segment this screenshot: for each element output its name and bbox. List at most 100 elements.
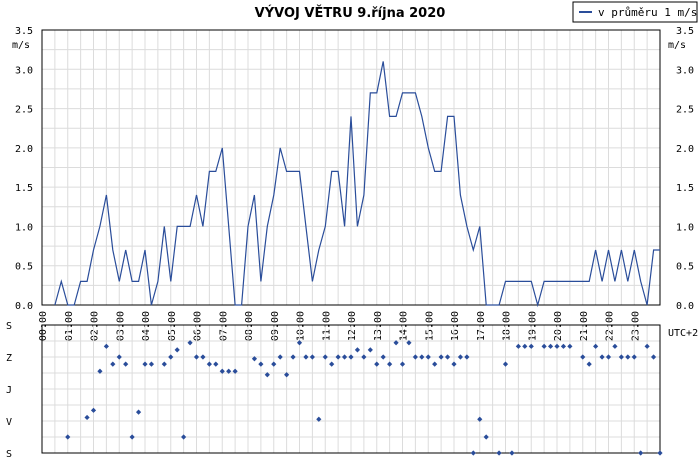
- direction-y-tick: S: [6, 321, 12, 332]
- direction-point: [554, 343, 560, 349]
- direction-point: [593, 343, 599, 349]
- direction-point: [284, 372, 290, 378]
- direction-point: [84, 414, 90, 421]
- speed-x-tick: 19:00: [527, 311, 538, 341]
- direction-point: [560, 343, 567, 349]
- speed-x-tick: 23:00: [630, 311, 641, 341]
- direction-point: [258, 361, 264, 367]
- direction-point: [464, 354, 470, 360]
- direction-point: [367, 347, 373, 353]
- direction-point: [65, 434, 71, 440]
- direction-point: [251, 356, 258, 362]
- speed-x-tick: 20:00: [553, 311, 564, 341]
- direction-point: [419, 354, 425, 360]
- direction-point: [387, 361, 393, 367]
- direction-point: [547, 343, 554, 349]
- direction-point: [483, 434, 489, 440]
- direction-point: [580, 354, 586, 360]
- direction-point: [406, 340, 412, 346]
- speed-x-tick: 13:00: [373, 311, 384, 341]
- speed-y-tick-left: 0.5: [15, 262, 33, 273]
- direction-point: [103, 343, 109, 349]
- direction-point: [226, 368, 232, 374]
- speed-x-tick: 12:00: [347, 311, 358, 341]
- speed-x-tick: 15:00: [424, 311, 435, 341]
- direction-point: [277, 354, 283, 360]
- direction-point: [528, 343, 534, 349]
- direction-grid: [41, 324, 661, 454]
- direction-point: [110, 361, 116, 367]
- direction-point: [354, 347, 361, 353]
- direction-point: [541, 343, 547, 349]
- speed-x-tick: 05:00: [167, 311, 178, 341]
- direction-y-tick: S: [6, 449, 12, 460]
- speed-y-tick-right: 2.5: [676, 105, 694, 116]
- speed-x-tick: 02:00: [90, 311, 101, 341]
- direction-point: [296, 340, 303, 346]
- direction-point: [181, 434, 187, 440]
- direction-point: [599, 354, 605, 360]
- direction-y-ticks: S V J Z S: [6, 321, 12, 460]
- speed-x-tick: 14:00: [399, 311, 410, 341]
- direction-point: [451, 361, 457, 367]
- direction-point: [129, 434, 135, 440]
- legend-box: [572, 1, 698, 23]
- direction-point: [496, 450, 502, 456]
- direction-point: [625, 354, 631, 360]
- direction-y-tick: V: [6, 417, 12, 428]
- speed-x-tick: 11:00: [321, 311, 332, 341]
- direction-point: [605, 354, 612, 360]
- direction-y-tick: Z: [6, 353, 12, 364]
- direction-point: [618, 354, 624, 360]
- speed-y-tick-right: 3.5: [676, 26, 694, 37]
- direction-point: [97, 368, 103, 374]
- direction-point: [631, 354, 637, 360]
- direction-frame: [41, 324, 661, 454]
- direction-point: [348, 354, 354, 360]
- speed-y-tick-left: 1.5: [15, 183, 33, 194]
- speed-x-tick: 10:00: [296, 311, 307, 341]
- direction-point: [271, 361, 277, 367]
- speed-x-tick: 03:00: [115, 311, 126, 341]
- direction-point: [116, 354, 122, 360]
- speed-x-tick: 18:00: [502, 311, 513, 341]
- direction-point: [361, 354, 367, 360]
- speed-y-tick-left: 2.0: [15, 144, 33, 155]
- direction-point: [502, 361, 509, 367]
- direction-point: [522, 343, 528, 349]
- speed-x-tick: 22:00: [605, 311, 616, 341]
- speed-y-tick-left: 2.5: [15, 105, 33, 116]
- speed-y-tick-right: 2.0: [676, 144, 694, 155]
- speed-grid: [41, 29, 661, 306]
- direction-point: [174, 347, 180, 353]
- direction-point: [290, 354, 296, 360]
- legend: v průměru 1 m/s: [572, 1, 698, 23]
- legend-label: v průměru 1 m/s: [598, 6, 697, 19]
- speed-x-ticks: 00:00 01:00 02:00 03:00 04:00 05:00 06:00 07:00…: [38, 311, 641, 341]
- speed-x-tick: 00:00: [38, 311, 49, 341]
- speed-y-tick-right: 3.0: [676, 65, 694, 76]
- direction-point: [509, 450, 515, 456]
- direction-point: [142, 361, 148, 367]
- speed-x-tick: 04:00: [141, 311, 152, 341]
- speed-y-tick-left: 3.0: [15, 65, 33, 76]
- direction-point: [650, 354, 657, 360]
- direction-point: [457, 354, 464, 360]
- direction-point: [399, 361, 406, 367]
- direction-point: [187, 340, 193, 346]
- direction-point: [329, 361, 335, 367]
- speed-x-tick: 01:00: [64, 311, 75, 341]
- direction-point: [393, 340, 399, 346]
- direction-point: [264, 372, 270, 378]
- speed-y-ticks: 0.0 0.0 0.5 0.5 1.0 1.0 1.5 1.5 2.0 2.0 2.5 2.5 3.0 3…: [15, 26, 694, 312]
- speed-x-tick: 16:00: [450, 311, 461, 341]
- y-unit-right: m/s: [668, 40, 686, 51]
- direction-point: [515, 343, 521, 349]
- direction-point: [213, 361, 219, 367]
- speed-x-tick: 08:00: [244, 311, 255, 341]
- speed-y-tick-right: 0.0: [676, 301, 694, 312]
- direction-point: [567, 343, 573, 349]
- speed-x-tick: 09:00: [270, 311, 281, 341]
- direction-point: [380, 354, 386, 360]
